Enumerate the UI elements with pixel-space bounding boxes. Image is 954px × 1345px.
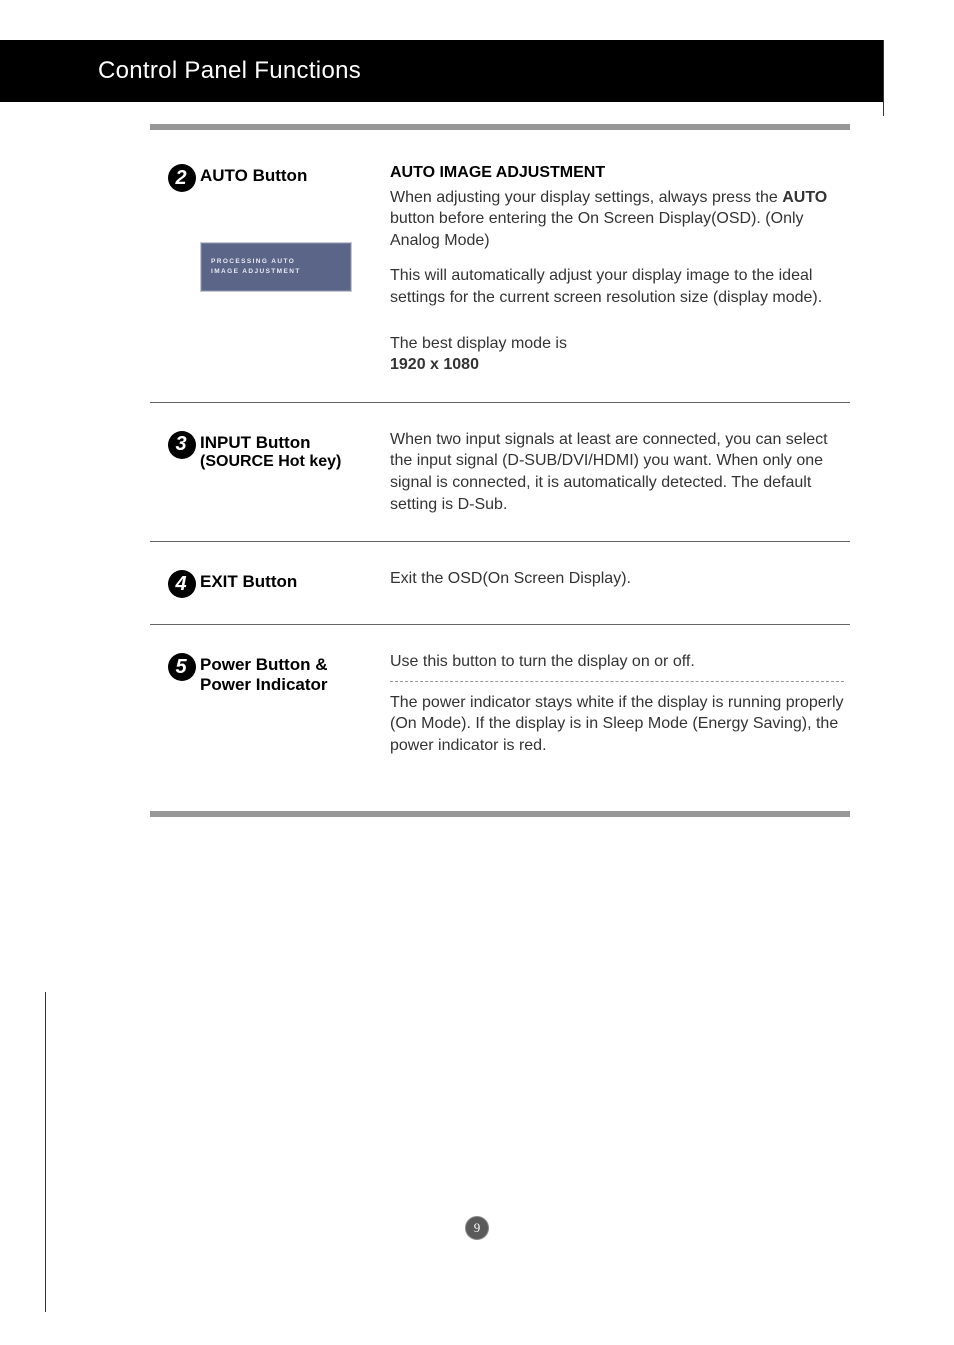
feature-row-auto: 2 AUTO Button PROCESSING AUTO IMAGE ADJU… bbox=[150, 158, 850, 403]
crop-mark-right bbox=[883, 40, 884, 116]
row-desc-col: AUTO IMAGE ADJUSTMENT When adjusting you… bbox=[390, 162, 850, 376]
row-label-col: INPUT Button (SOURCE Hot key) bbox=[200, 429, 390, 515]
row-label-main: Power Button & Power Indicator bbox=[200, 655, 370, 695]
number-badge-2: 2 bbox=[168, 164, 196, 192]
top-divider bbox=[150, 124, 850, 130]
row-icon-col: 5 bbox=[150, 651, 200, 756]
desc-paragraph: When two input signals at least are conn… bbox=[390, 429, 844, 515]
row-icon-col: 3 bbox=[150, 429, 200, 515]
osd-text-line: PROCESSING AUTO bbox=[211, 257, 351, 267]
row-label-main: AUTO Button bbox=[200, 166, 390, 186]
row-label-main: INPUT Button bbox=[200, 433, 390, 453]
row-desc-col: Use this button to turn the display on o… bbox=[390, 651, 850, 756]
bottom-divider bbox=[150, 811, 850, 817]
feature-row-exit: 4 EXIT Button Exit the OSD(On Screen Dis… bbox=[150, 542, 850, 625]
row-icon-col: 2 bbox=[150, 162, 200, 376]
number-badge-3: 3 bbox=[168, 431, 196, 459]
number-badge-5: 5 bbox=[168, 653, 196, 681]
row-label-main: EXIT Button bbox=[200, 572, 390, 592]
page-header-title: Control Panel Functions bbox=[98, 57, 361, 85]
row-label-col: Power Button & Power Indicator bbox=[200, 651, 390, 756]
row-label-sub: (SOURCE Hot key) bbox=[200, 453, 390, 471]
osd-preview-box: PROCESSING AUTO IMAGE ADJUSTMENT bbox=[200, 242, 352, 292]
desc-paragraph: When adjusting your display settings, al… bbox=[390, 187, 844, 252]
dashed-divider bbox=[390, 681, 844, 682]
row-label-col: AUTO Button PROCESSING AUTO IMAGE ADJUST… bbox=[200, 162, 390, 376]
desc-paragraph: The power indicator stays white if the d… bbox=[390, 692, 844, 757]
feature-row-input: 3 INPUT Button (SOURCE Hot key) When two… bbox=[150, 403, 850, 542]
row-icon-col: 4 bbox=[150, 568, 200, 598]
page-number-wrap: 9 bbox=[465, 1216, 489, 1240]
page-header-bar: Control Panel Functions bbox=[0, 40, 884, 102]
number-badge-4: 4 bbox=[168, 570, 196, 598]
desc-paragraph: Exit the OSD(On Screen Display). bbox=[390, 568, 844, 590]
crop-mark-left bbox=[45, 992, 46, 1312]
osd-text-line: IMAGE ADJUSTMENT bbox=[211, 267, 351, 277]
row-label-col: EXIT Button bbox=[200, 568, 390, 598]
desc-paragraph: Use this button to turn the display on o… bbox=[390, 651, 844, 673]
feature-row-power: 5 Power Button & Power Indicator Use thi… bbox=[150, 625, 850, 782]
page-number: 9 bbox=[465, 1216, 489, 1240]
desc-paragraph: The best display mode is 1920 x 1080 bbox=[390, 333, 844, 376]
row-desc-col: When two input signals at least are conn… bbox=[390, 429, 850, 515]
desc-paragraph: This will automatically adjust your disp… bbox=[390, 265, 844, 308]
content-area: 2 AUTO Button PROCESSING AUTO IMAGE ADJU… bbox=[150, 102, 850, 817]
row-desc-col: Exit the OSD(On Screen Display). bbox=[390, 568, 850, 598]
desc-title: AUTO IMAGE ADJUSTMENT bbox=[390, 162, 844, 184]
